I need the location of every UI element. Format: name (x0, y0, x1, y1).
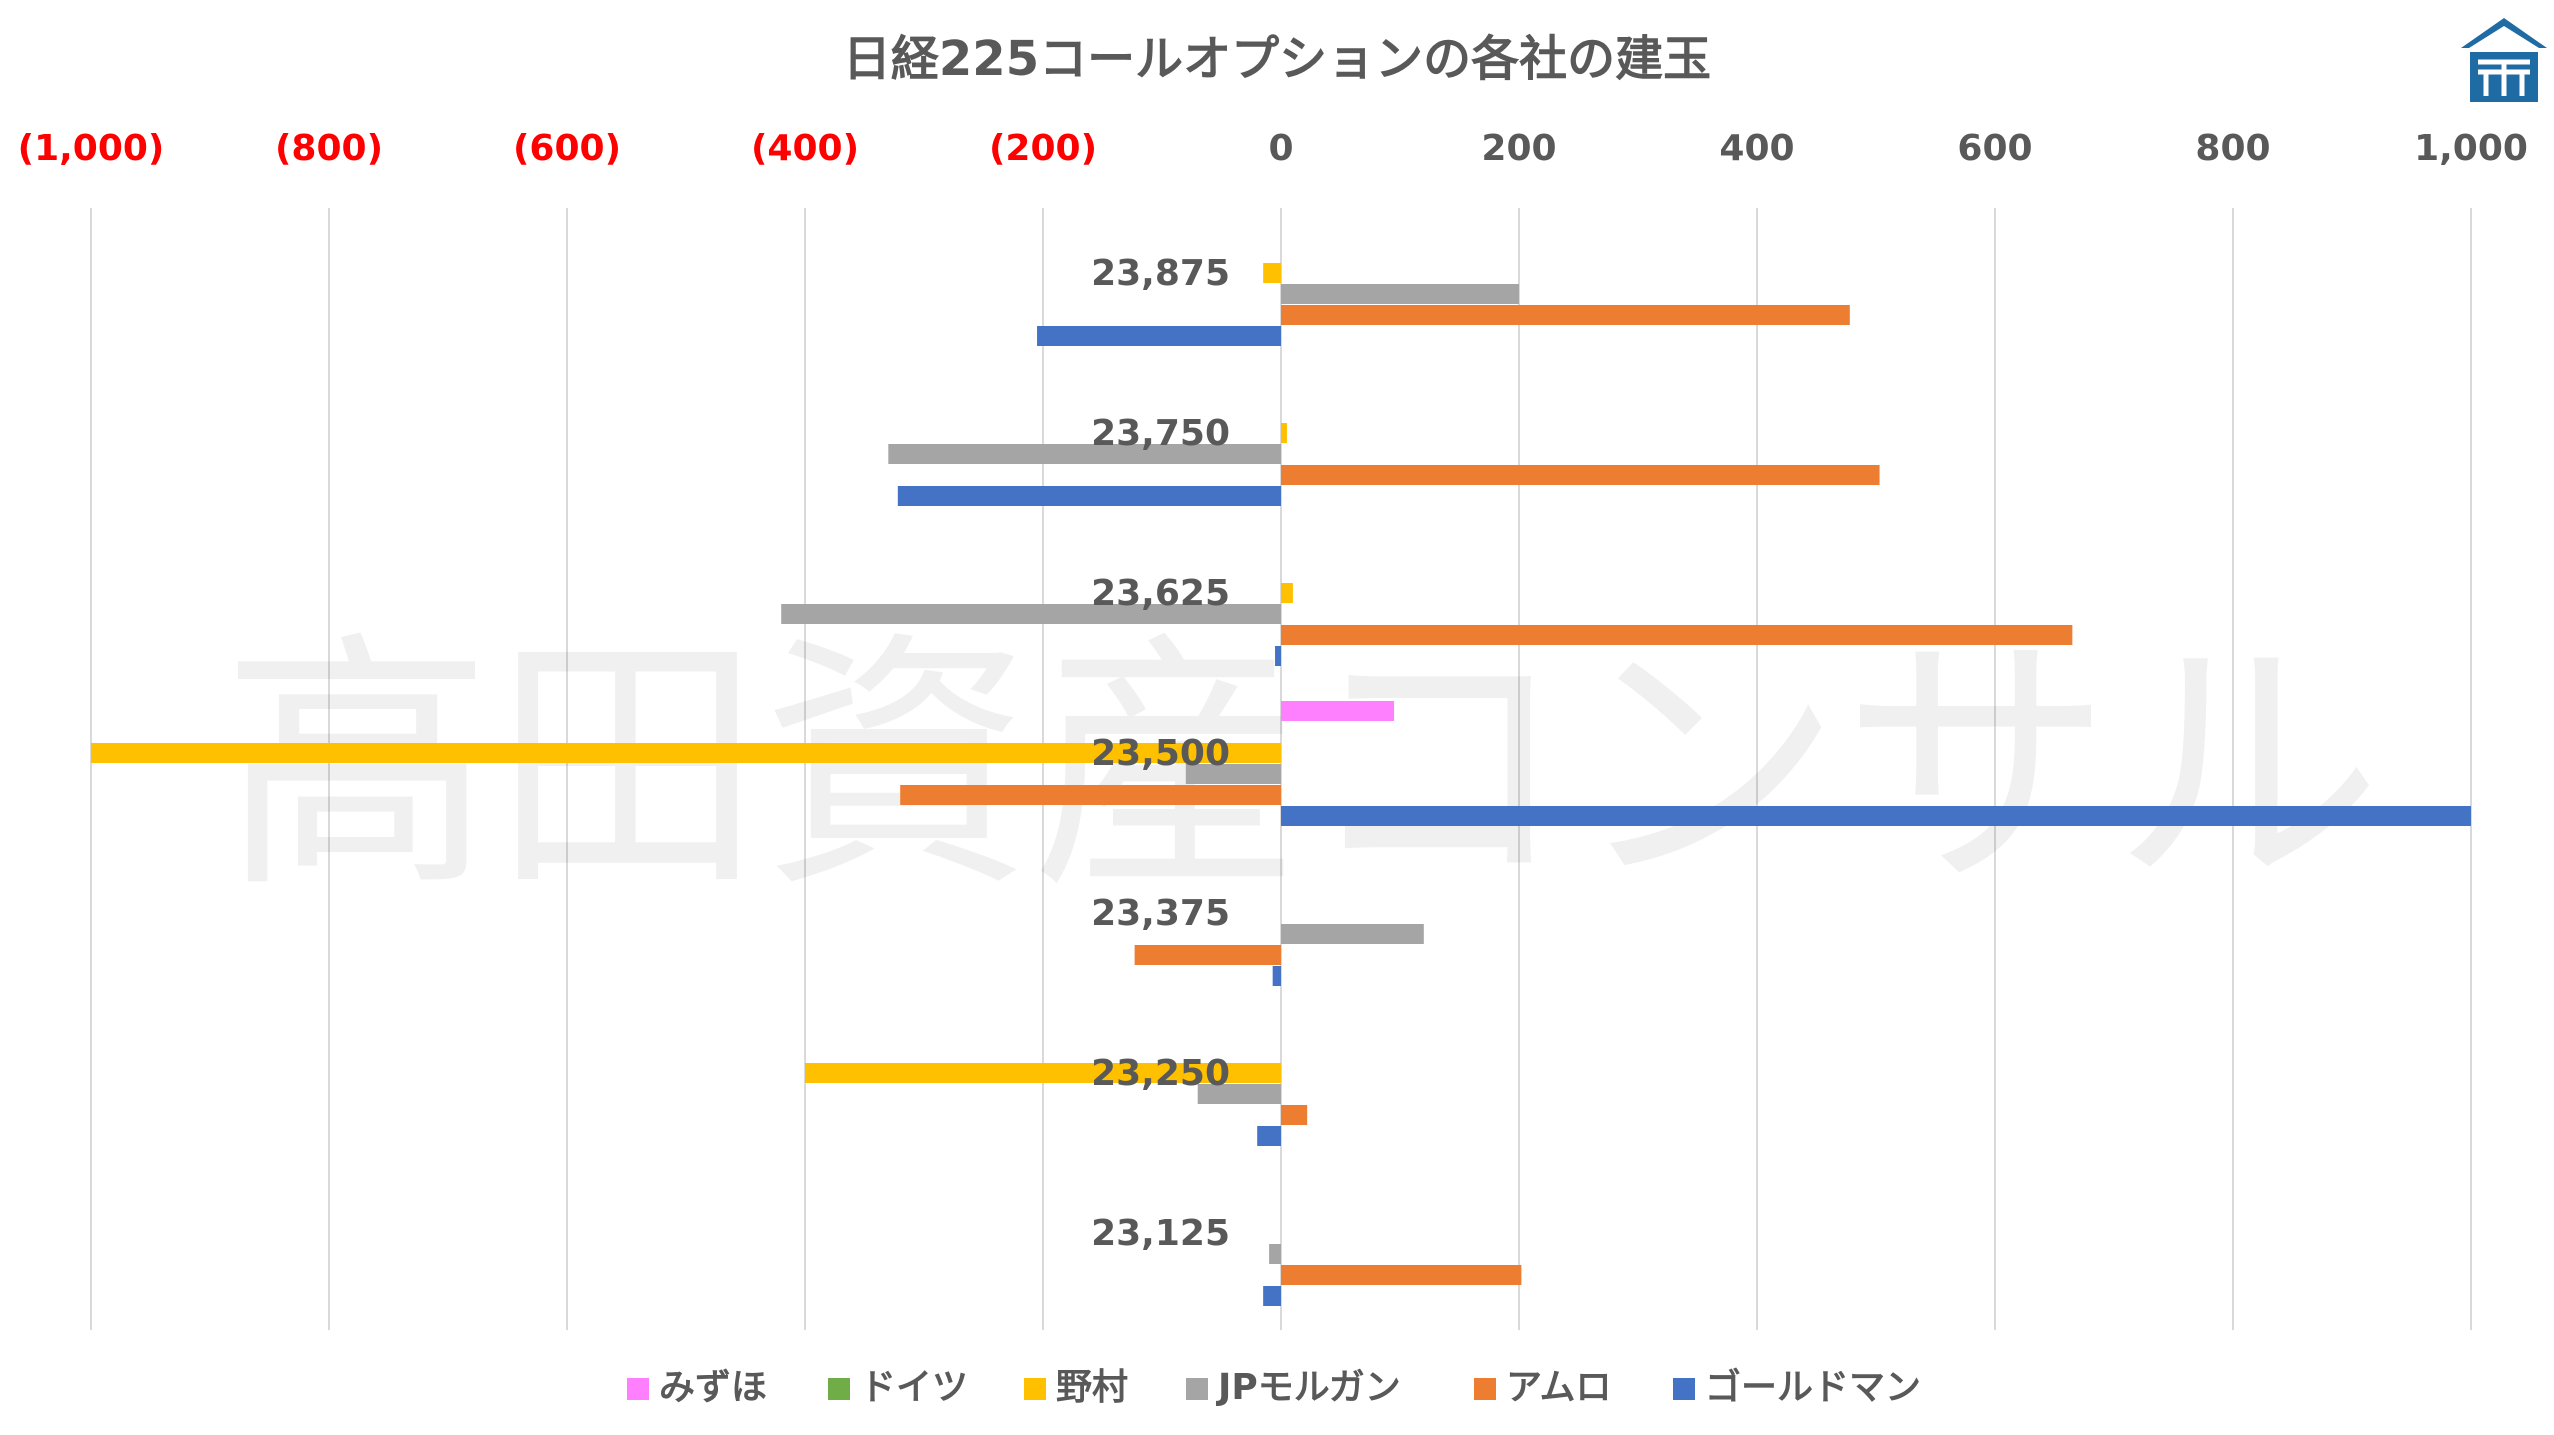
legend-swatch (1474, 1378, 1496, 1400)
bar (1281, 625, 2073, 645)
bar (1281, 806, 2471, 826)
x-tick-label: (1,000) (18, 128, 165, 169)
legend-swatch (1024, 1378, 1046, 1400)
category-label: 23,250 (1091, 1053, 1230, 1094)
bar (1281, 423, 1287, 443)
legend-label: 野村 (1056, 1367, 1128, 1408)
x-tick-label: (800) (275, 128, 383, 169)
bar (1281, 1265, 1522, 1285)
bar (1185, 764, 1281, 784)
bar (1281, 1105, 1308, 1125)
x-tick-labels: (1,000) (800) (600) (400) (200) 0 200 400 600 800… (18, 128, 2528, 169)
bar (897, 486, 1281, 506)
bar (1037, 326, 1281, 346)
bar (1281, 305, 1850, 325)
legend-swatch (1186, 1378, 1208, 1400)
legend-swatch (828, 1378, 850, 1400)
bar (888, 444, 1281, 464)
shrine-roof-logo (2461, 18, 2547, 102)
legend-label: ドイツ (860, 1367, 968, 1408)
bar (1134, 945, 1281, 965)
legend-label: みずほ (659, 1367, 767, 1408)
x-tick-label: (400) (751, 128, 859, 169)
bar (1281, 465, 1880, 485)
category-label: 23,875 (1091, 253, 1230, 294)
bar (1272, 966, 1281, 986)
x-tick-label: (600) (513, 128, 621, 169)
legend-label: JPモルガン (1215, 1367, 1401, 1408)
bar (1263, 1286, 1281, 1306)
x-tick-label: 600 (1957, 128, 2032, 169)
category-label: 23,125 (1091, 1213, 1230, 1254)
legend-swatch (1673, 1378, 1695, 1400)
x-tick-label: 0 (1268, 128, 1293, 169)
category-label: 23,625 (1091, 573, 1230, 614)
bar (1263, 263, 1281, 283)
bar (1257, 1126, 1281, 1146)
legend: みずほ ドイツ 野村 JPモルガン アムロ ゴールドマン (627, 1366, 1921, 1408)
x-tick-label: 1,000 (2414, 128, 2528, 169)
bar (900, 785, 1281, 805)
bar (805, 1063, 1281, 1083)
bar (1281, 284, 1519, 304)
bar (1197, 1084, 1281, 1104)
x-tick-label: 200 (1481, 128, 1556, 169)
legend-label: ゴールドマン (1705, 1366, 1921, 1408)
bars (91, 263, 2471, 1306)
bar (1275, 646, 1281, 666)
bar (1281, 701, 1395, 721)
category-labels: 23,875 23,750 23,625 23,500 23,375 23,250 23,1… (1091, 253, 1230, 1254)
x-tick-label: 800 (2195, 128, 2270, 169)
category-label: 23,375 (1091, 893, 1230, 934)
bar (91, 743, 1281, 763)
bar (781, 604, 1281, 624)
x-tick-label: (200) (989, 128, 1097, 169)
watermark: 高田資産コンサル (222, 609, 2382, 924)
x-tick-label: 400 (1719, 128, 1794, 169)
category-label: 23,500 (1091, 733, 1230, 774)
category-label: 23,750 (1091, 413, 1230, 454)
chart-title: 日経225コールオプションの各社の建玉 (843, 31, 1711, 87)
legend-swatch (627, 1378, 649, 1400)
bar (1281, 583, 1293, 603)
bar (1281, 924, 1424, 944)
legend-label: アムロ (1506, 1367, 1611, 1408)
bar (1269, 1244, 1281, 1264)
